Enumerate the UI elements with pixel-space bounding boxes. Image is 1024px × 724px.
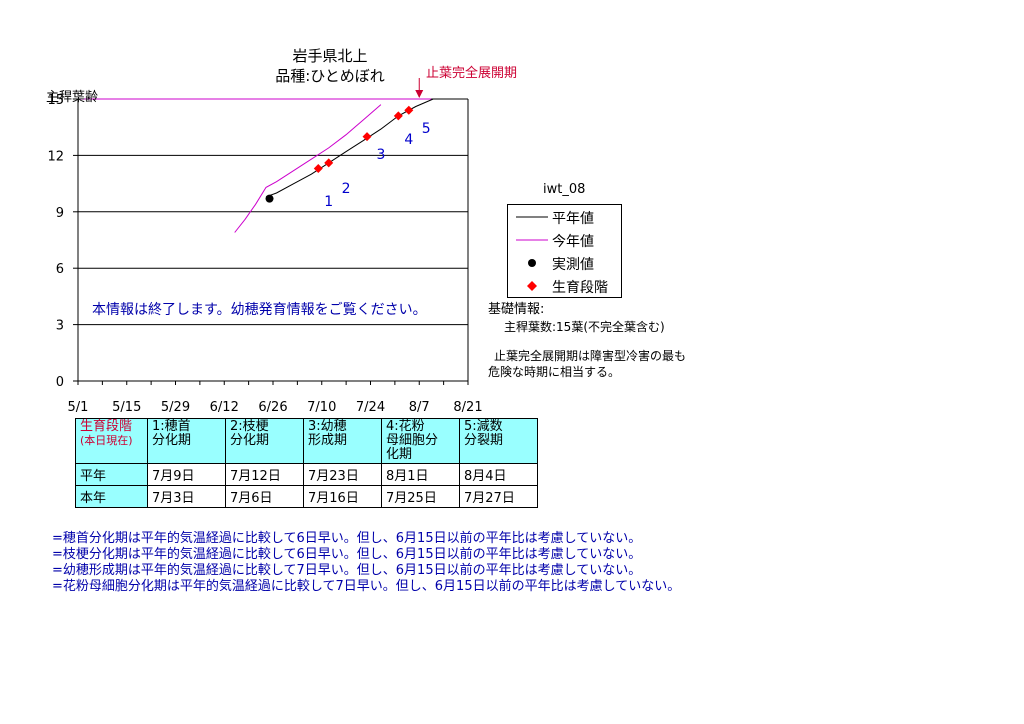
info-note-line1: 止葉完全展開期は障害型冷害の最も [494,349,687,363]
y-tick-label: 12 [47,149,64,164]
y-tick-label: 15 [47,93,64,108]
stage-col-line: 3:幼穂 [308,419,347,434]
legend-diamond-icon [527,281,537,291]
row-label: 本年 [75,485,148,508]
table-cell: 7月16日 [303,485,382,508]
x-tick-label: 8/7 [409,400,430,415]
stage-header-sub: (本日現在) [80,434,133,447]
stage-col-line: 分化期 [230,433,270,448]
stage-column-2: 2:枝梗 分化期 [225,418,304,464]
legend-item-current: 今年値 [508,229,621,251]
stage-col-line: 1:穂首 [152,419,191,434]
stage-col-line: 分化期 [152,433,192,448]
legend-item-measured: 実測値 [508,252,621,274]
measured-point [265,194,274,203]
legend-item-stage: 生育段階 [508,275,621,297]
stage-table-header: 生育段階 (本日現在) [75,418,148,464]
table-cell: 7月23日 [303,463,382,486]
x-tick-label: 6/12 [210,400,239,415]
x-tick-label: 6/26 [258,400,287,415]
table-cell: 7月3日 [147,485,226,508]
series-line [265,98,434,198]
table-row: 平年 7月9日 7月12日 7月23日 8月1日 8月4日 [75,463,538,486]
stage-number-label: 1 [324,194,333,210]
stage-col-line: 形成期 [308,433,348,448]
stage-marker [313,164,323,174]
markers [265,105,414,203]
table-row: 本年 7月3日 7月6日 7月16日 7月25日 7月27日 [75,485,538,508]
stage-marker [324,158,334,168]
legend-dot-icon [528,259,536,267]
info-note-line2: 危険な時期に相当する。 [488,365,621,379]
series-line [234,104,382,233]
stage-col-line: 母細胞分 [386,433,439,448]
legend-item-normal: 平年値 [508,206,621,228]
note-line: =枝梗分化期は平年的気温経過に比較して6日早い。但し、6月15日以前の平年比は考… [52,547,642,562]
y-tick-label: 9 [56,206,64,221]
stage-column-3: 3:幼穂 形成期 [303,418,382,464]
note-line: =幼穂形成期は平年的気温経過に比較して7日早い。但し、6月15日以前の平年比は考… [52,563,642,578]
legend-label: 平年値 [552,211,594,227]
x-tick-label: 5/29 [161,400,190,415]
table-cell: 7月6日 [225,485,304,508]
stage-column-1: 1:穂首 分化期 [147,418,226,464]
stage-table: 生育段階 (本日現在) 1:穂首 分化期 2:枝梗 分化期 3:幼穂 形成期 4… [75,418,538,508]
stage-col-line: 5:減数 [464,419,503,434]
table-cell: 7月27日 [459,485,538,508]
info-heading: 基礎情報: [488,302,545,317]
legend-title: iwt_08 [543,182,586,197]
info-leaf-count: 主稈葉数:15葉(不完全葉含む) [504,320,665,334]
chart-title: 岩手県北上 [292,47,368,65]
annotation-arrow-head [415,90,424,98]
y-tick-label: 3 [56,319,64,334]
stage-number-label: 2 [342,181,351,197]
legend-label: 今年値 [552,234,594,250]
x-tick-label: 8/21 [453,400,482,415]
stage-column-4: 4:花粉 母細胞分 化期 [381,418,460,464]
table-cell: 7月12日 [225,463,304,486]
legend-line-icon [516,239,548,241]
x-tick-label: 5/15 [112,400,141,415]
y-tick-label: 6 [56,262,64,277]
flag-leaf-annotation: 止葉完全展開期 [426,66,518,81]
stage-header-label: 生育段階 [80,419,133,434]
legend: 平年値 今年値 実測値 生育段階 [507,204,622,298]
y-axis-label: 主稈葉齢 [46,90,99,105]
stage-col-line: 分裂期 [464,433,504,448]
axes [73,98,469,385]
chart-subtitle: 品種:ひとめぼれ [275,67,385,85]
stage-number-label: 4 [404,132,413,148]
row-label: 平年 [75,463,148,486]
stage-number-label: 5 [422,121,431,137]
note-line: =花粉母細胞分化期は平年的気温経過に比較して7日早い。但し、6月15日以前の平年… [52,579,681,594]
table-cell: 7月9日 [147,463,226,486]
table-cell: 7月25日 [381,485,460,508]
stage-column-5: 5:減数 分裂期 [459,418,538,464]
stage-marker [404,105,414,115]
stage-marker [362,132,372,142]
stage-col-line: 4:花粉 [386,419,425,434]
legend-line-icon [516,216,548,218]
table-cell: 8月1日 [381,463,460,486]
end-notice: 本情報は終了します。幼穂発育情報をご覧ください。 [92,302,427,318]
notes-block: =穂首分化期は平年的気温経過に比較して6日早い。但し、6月15日以前の平年比は考… [52,531,680,595]
table-cell: 8月4日 [459,463,538,486]
note-line: =穂首分化期は平年的気温経過に比較して6日早い。但し、6月15日以前の平年比は考… [52,531,642,546]
x-tick-label: 7/24 [356,400,385,415]
stage-col-line: 化期 [386,447,413,462]
stage-col-line: 2:枝梗 [230,419,269,434]
y-tick-label: 0 [56,375,64,390]
legend-label: 生育段階 [552,280,608,296]
legend-label: 実測値 [552,257,594,273]
series [78,98,434,233]
stage-number-label: 3 [376,147,385,163]
stage-marker [393,111,403,121]
x-tick-label: 7/10 [307,400,336,415]
x-tick-label: 5/1 [68,400,89,415]
